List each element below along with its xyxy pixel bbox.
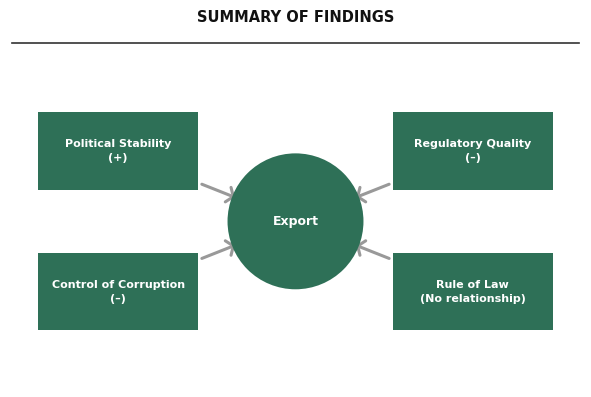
Text: Control of Corruption
(–): Control of Corruption (–) xyxy=(51,279,185,304)
FancyBboxPatch shape xyxy=(38,112,198,190)
FancyBboxPatch shape xyxy=(38,253,198,330)
Text: Rule of Law
(No relationship): Rule of Law (No relationship) xyxy=(420,279,526,304)
Text: Political Stability
(+): Political Stability (+) xyxy=(65,139,171,163)
FancyArrowPatch shape xyxy=(202,241,233,258)
Text: Export: Export xyxy=(272,215,319,228)
Ellipse shape xyxy=(228,153,363,289)
Text: Regulatory Quality
(–): Regulatory Quality (–) xyxy=(414,139,531,163)
FancyArrowPatch shape xyxy=(358,184,389,202)
Text: SUMMARY OF FINDINGS: SUMMARY OF FINDINGS xyxy=(197,10,394,25)
FancyArrowPatch shape xyxy=(358,241,389,258)
FancyArrowPatch shape xyxy=(202,184,233,202)
FancyBboxPatch shape xyxy=(393,253,553,330)
FancyBboxPatch shape xyxy=(393,112,553,190)
